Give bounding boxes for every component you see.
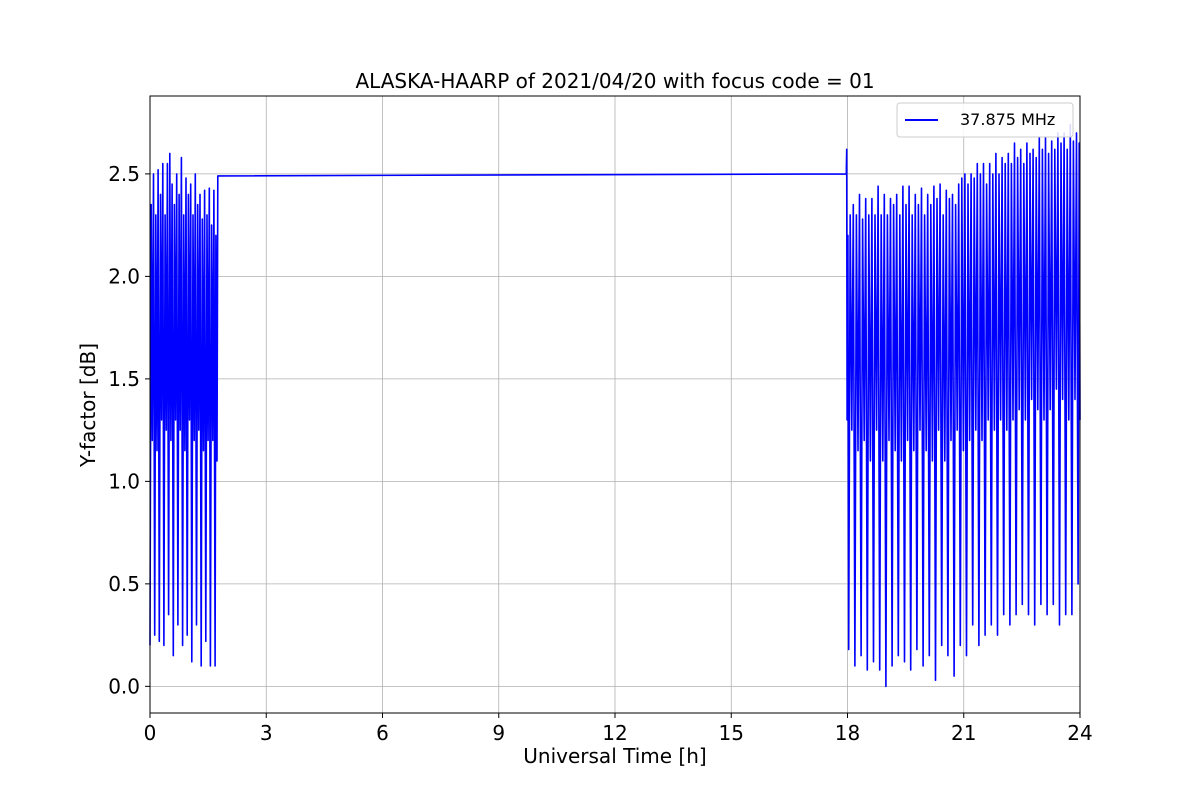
- x-tick-label: 12: [602, 721, 627, 745]
- series-line: [149, 123, 1081, 688]
- y-tick-label: 2.5: [108, 162, 140, 186]
- y-axis-label: Y-factor [dB]: [76, 343, 100, 468]
- legend: 37.875 MHz: [896, 102, 1074, 138]
- x-tick-label: 9: [492, 721, 505, 745]
- x-axis-label: Universal Time [h]: [523, 744, 706, 768]
- y-tick-label: 0.5: [108, 572, 140, 596]
- legend-box: [896, 102, 1074, 138]
- legend-label: 37.875 MHz: [960, 110, 1055, 129]
- x-tick-label: 24: [1067, 721, 1092, 745]
- x-tick-label: 0: [144, 721, 157, 745]
- chart-title: ALASKA-HAARP of 2021/04/20 with focus co…: [355, 69, 874, 93]
- x-tick-label: 3: [260, 721, 273, 745]
- x-tick-label: 6: [376, 721, 389, 745]
- y-tick-label: 1.0: [108, 469, 140, 493]
- y-tick-label: 0.0: [108, 674, 140, 698]
- y-axis: 0.0 0.5 1.0 1.5 2.0 2.5: [108, 162, 150, 698]
- x-tick-label: 18: [835, 721, 860, 745]
- x-axis: 0 3 6 9 12 15 18 21 24: [144, 713, 1093, 745]
- y-tick-label: 1.5: [108, 367, 140, 391]
- x-tick-label: 21: [951, 721, 976, 745]
- series-layer: [149, 123, 1081, 688]
- x-tick-label: 15: [719, 721, 744, 745]
- y-tick-label: 2.0: [108, 264, 140, 288]
